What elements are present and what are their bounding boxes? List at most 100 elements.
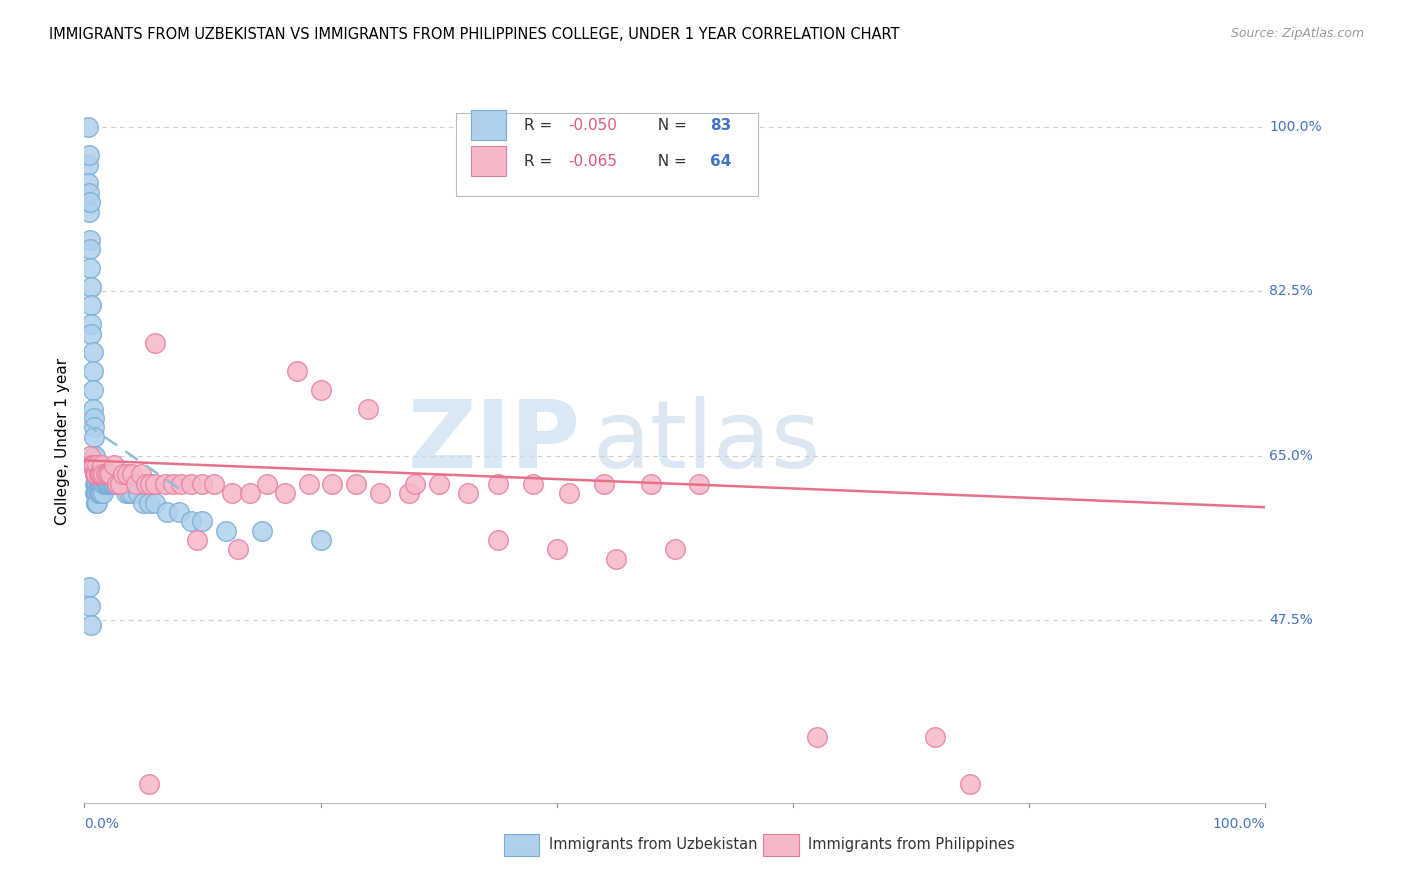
Point xyxy=(80,326,103,341)
Point xyxy=(89,467,111,482)
Point xyxy=(108,476,131,491)
Point xyxy=(344,476,367,491)
Point xyxy=(84,486,107,500)
Point xyxy=(664,542,686,557)
Point xyxy=(80,279,103,293)
Bar xyxy=(763,834,799,855)
Point xyxy=(138,777,160,791)
Point xyxy=(89,476,111,491)
Point xyxy=(83,449,105,463)
Point xyxy=(129,467,152,482)
Point xyxy=(522,476,544,491)
Point xyxy=(84,495,107,509)
Point xyxy=(457,486,479,500)
Text: 65.0%: 65.0% xyxy=(1270,449,1313,463)
Point xyxy=(87,476,110,491)
Point xyxy=(806,730,828,744)
Point xyxy=(180,476,202,491)
Point xyxy=(90,486,112,500)
Point xyxy=(167,505,190,519)
Point xyxy=(191,476,214,491)
Point xyxy=(112,467,135,482)
Point xyxy=(77,204,100,219)
Point xyxy=(80,298,103,312)
Point xyxy=(77,120,100,135)
Text: N =: N = xyxy=(648,153,692,169)
Point xyxy=(84,458,107,472)
Point xyxy=(156,505,179,519)
Point xyxy=(114,486,136,500)
Point xyxy=(221,486,243,500)
Point xyxy=(107,476,129,491)
Point xyxy=(138,495,160,509)
Point xyxy=(91,467,114,482)
Point xyxy=(309,533,332,547)
Point xyxy=(256,476,278,491)
Text: R =: R = xyxy=(523,118,557,133)
Point xyxy=(84,467,107,482)
Bar xyxy=(503,834,538,855)
Point xyxy=(84,449,107,463)
Point xyxy=(486,476,509,491)
Point xyxy=(557,486,579,500)
Text: Immigrants from Uzbekistan: Immigrants from Uzbekistan xyxy=(548,838,756,852)
Text: 100.0%: 100.0% xyxy=(1270,120,1322,134)
Point xyxy=(82,401,104,416)
Point xyxy=(546,542,568,557)
Text: 83: 83 xyxy=(710,118,731,133)
Point xyxy=(83,411,105,425)
Text: N =: N = xyxy=(648,118,692,133)
Point xyxy=(83,430,105,444)
Point xyxy=(79,195,101,210)
Point xyxy=(90,467,112,482)
Point xyxy=(94,476,117,491)
Point xyxy=(94,467,117,482)
Point xyxy=(98,476,121,491)
Point xyxy=(79,449,101,463)
Text: Source: ZipAtlas.com: Source: ZipAtlas.com xyxy=(1230,27,1364,40)
Point xyxy=(82,383,104,397)
Point xyxy=(298,476,321,491)
Text: R =: R = xyxy=(523,153,557,169)
Point xyxy=(89,486,111,500)
Point xyxy=(77,158,100,172)
Point xyxy=(202,476,225,491)
Point xyxy=(77,177,100,191)
Point xyxy=(82,364,104,378)
Text: 100.0%: 100.0% xyxy=(1213,817,1265,830)
Point xyxy=(98,476,121,491)
Bar xyxy=(471,110,506,140)
Point xyxy=(98,467,121,482)
FancyBboxPatch shape xyxy=(457,112,758,196)
Point xyxy=(97,467,120,482)
Point xyxy=(79,260,101,275)
Point xyxy=(91,458,114,472)
Point xyxy=(127,486,149,500)
Text: 0.0%: 0.0% xyxy=(84,817,120,830)
Point xyxy=(924,730,946,744)
Point xyxy=(186,533,208,547)
Point xyxy=(91,467,114,482)
Point xyxy=(143,476,166,491)
Point xyxy=(84,495,107,509)
Text: atlas: atlas xyxy=(592,395,821,488)
Point xyxy=(84,467,107,482)
Point xyxy=(162,476,184,491)
Point xyxy=(688,476,710,491)
Point xyxy=(87,467,110,482)
Point xyxy=(90,467,112,482)
Point xyxy=(84,476,107,491)
Point xyxy=(84,476,107,491)
Text: -0.065: -0.065 xyxy=(568,153,617,169)
Point xyxy=(77,148,100,162)
Point xyxy=(427,476,450,491)
Point xyxy=(321,476,343,491)
Point xyxy=(79,599,101,613)
Point xyxy=(121,486,143,500)
Point xyxy=(77,580,100,594)
Point xyxy=(239,486,262,500)
Point xyxy=(83,458,105,472)
Point xyxy=(404,476,426,491)
Point xyxy=(139,476,162,491)
Point xyxy=(80,458,103,472)
